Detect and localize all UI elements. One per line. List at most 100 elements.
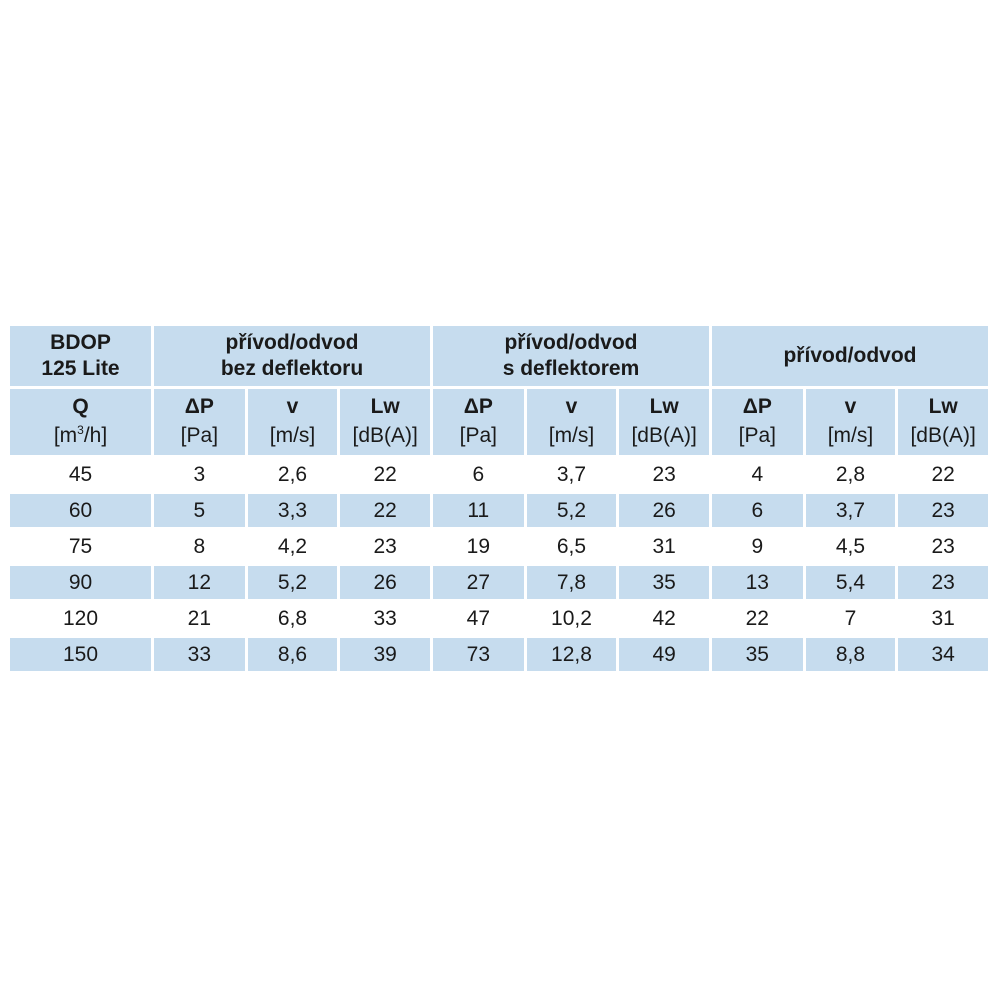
value-cell: 47	[466, 606, 490, 630]
q-header: Q [m3/h]	[10, 389, 152, 455]
sub-header: Lw [dB(A)]	[340, 389, 430, 455]
value-cell: 2,6	[277, 462, 308, 486]
value-cell: 26	[340, 566, 430, 599]
value-cell: 6,5	[556, 534, 587, 558]
sub-header: Lw [dB(A)]	[619, 389, 709, 455]
value-cell: 11	[433, 494, 524, 527]
flow-cell: 60	[10, 494, 152, 527]
sub-unit: [Pa]	[180, 424, 219, 447]
value-cell: 12	[154, 566, 245, 599]
value-cell: 23	[898, 494, 988, 527]
table-row: 90 12 5,2 26 27 7,8 35 13 5,4 23	[10, 566, 988, 599]
table-row: 150 33 8,6 39 73 12,8 49 35 8,8 34	[10, 638, 988, 671]
value-cell: 39	[340, 638, 430, 671]
value-cell: 42	[652, 606, 676, 630]
value-cell: 49	[619, 638, 709, 671]
sub-header: ΔP [Pa]	[711, 389, 803, 455]
value-cell: 23	[373, 534, 397, 558]
group-2-line1: přívod/odvod	[504, 331, 638, 354]
value-cell: 8,6	[247, 638, 338, 671]
sub-header: ΔP [Pa]	[154, 389, 245, 455]
sub-symbol: Lw	[928, 395, 958, 418]
sub-header: v [m/s]	[526, 389, 617, 455]
group-header-row: BDOP 125 Lite přívod/odvod bez deflektor…	[10, 326, 988, 386]
value-cell: 26	[619, 494, 709, 527]
sub-header: v [m/s]	[247, 389, 338, 455]
sub-header: v [m/s]	[805, 389, 896, 455]
sub-unit: [Pa]	[738, 424, 776, 447]
value-cell: 8,8	[805, 638, 896, 671]
value-cell: 6,8	[277, 606, 308, 630]
value-cell: 31	[652, 534, 676, 558]
value-cell: 22	[931, 462, 955, 486]
value-cell: 19	[466, 534, 490, 558]
q-unit-post: /h]	[83, 424, 108, 447]
sub-header: Lw [dB(A)]	[898, 389, 988, 455]
value-cell: 10,2	[551, 606, 592, 630]
corner-line1: BDOP	[50, 331, 111, 354]
sub-unit: [m/s]	[548, 424, 595, 447]
sub-unit: [dB(A)]	[352, 424, 418, 447]
value-cell: 4,5	[835, 534, 866, 558]
value-cell: 35	[711, 638, 803, 671]
data-table-container: BDOP 125 Lite přívod/odvod bez deflektor…	[10, 326, 988, 671]
sub-unit: [m/s]	[827, 424, 874, 447]
group-2-line2: s deflektorem	[502, 357, 640, 380]
value-cell: 3,7	[805, 494, 896, 527]
sub-unit: [dB(A)]	[910, 424, 976, 447]
value-cell: 23	[898, 566, 988, 599]
sub-symbol: v	[286, 395, 299, 418]
q-symbol: Q	[72, 395, 89, 418]
value-cell: 5,2	[247, 566, 338, 599]
value-cell: 7,8	[526, 566, 617, 599]
table-row: 45 3 2,6 22 6 3,7 23 4 2,8 22	[10, 458, 988, 491]
table-row: 75 8 4,2 23 19 6,5 31 9 4,5 23	[10, 530, 988, 563]
value-cell: 5,2	[526, 494, 617, 527]
sub-symbol: v	[844, 395, 857, 418]
sub-header-row: Q [m3/h] ΔP [Pa] v [m/s] Lw [dB(A)] ΔP [Pa] …	[10, 389, 988, 455]
group-1-line2: bez deflektoru	[220, 357, 364, 380]
sub-unit: [Pa]	[459, 424, 497, 447]
value-cell: 21	[187, 606, 212, 630]
flow-cell: 75	[68, 534, 93, 558]
value-cell: 5	[154, 494, 245, 527]
value-cell: 6	[472, 462, 485, 486]
flow-cell: 150	[10, 638, 152, 671]
sub-unit: [m/s]	[269, 424, 316, 447]
sub-symbol: ΔP	[742, 395, 772, 418]
sub-unit: [dB(A)]	[631, 424, 697, 447]
value-cell: 8	[193, 534, 206, 558]
q-unit-pre: [m	[53, 424, 78, 447]
flow-cell: 120	[62, 606, 99, 630]
group-header-3: přívod/odvod	[711, 326, 988, 386]
value-cell: 3	[193, 462, 206, 486]
table-body: 45 3 2,6 22 6 3,7 23 4 2,8 22 60 5 3,3 22 11 5,2 26 6 3,7 2…	[10, 458, 988, 671]
value-cell: 7	[844, 606, 857, 630]
flow-cell: 90	[10, 566, 152, 599]
value-cell: 22	[373, 462, 397, 486]
corner-line2: 125 Lite	[41, 357, 120, 380]
sub-symbol: Lw	[370, 395, 400, 418]
value-cell: 2,8	[835, 462, 866, 486]
value-cell: 73	[433, 638, 524, 671]
value-cell: 4,2	[277, 534, 308, 558]
sub-header: ΔP [Pa]	[433, 389, 524, 455]
value-cell: 23	[652, 462, 676, 486]
value-cell: 4	[751, 462, 764, 486]
group-header-2: přívod/odvod s deflektorem	[433, 326, 709, 386]
value-cell: 34	[898, 638, 988, 671]
sub-symbol: v	[565, 395, 578, 418]
value-cell: 33	[373, 606, 397, 630]
value-cell: 33	[154, 638, 245, 671]
q-unit: [m3/h]	[10, 421, 151, 451]
value-cell: 12,8	[526, 638, 617, 671]
group-1-line1: přívod/odvod	[225, 331, 359, 354]
table-row: 60 5 3,3 22 11 5,2 26 6 3,7 23	[10, 494, 988, 527]
value-cell: 22	[745, 606, 769, 630]
bdop-performance-table: BDOP 125 Lite přívod/odvod bez deflektor…	[7, 323, 991, 674]
value-cell: 35	[619, 566, 709, 599]
value-cell: 13	[711, 566, 803, 599]
value-cell: 5,4	[805, 566, 896, 599]
value-cell: 3,3	[247, 494, 338, 527]
value-cell: 6	[711, 494, 803, 527]
